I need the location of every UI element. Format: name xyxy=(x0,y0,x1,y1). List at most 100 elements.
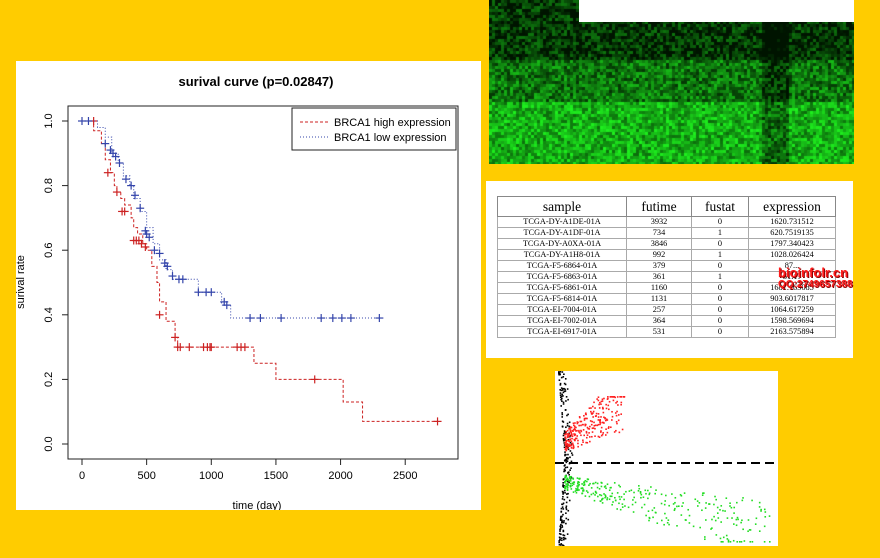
volcano-point xyxy=(563,468,566,471)
volcano-point xyxy=(599,494,601,496)
survival-curve-panel: surival curve (p=0.02847) 0 500 1000 1500 20… xyxy=(15,61,481,512)
cell-expression: 1028.026424 xyxy=(748,249,836,261)
volcano-point xyxy=(565,449,568,452)
volcano-point xyxy=(714,519,717,522)
volcano-point xyxy=(576,477,579,479)
censor-mark xyxy=(141,242,150,251)
volcano-point xyxy=(764,516,767,518)
volcano-point xyxy=(564,537,567,540)
volcano-point xyxy=(562,486,565,488)
volcano-point xyxy=(587,427,590,430)
cell-futime: 3932 xyxy=(626,216,692,228)
volcano-point xyxy=(560,507,563,510)
volcano-point xyxy=(592,427,595,429)
cell-sample: TCGA-EI-7002-01A xyxy=(497,315,627,327)
volcano-point xyxy=(565,446,567,449)
censor-mark xyxy=(115,158,124,167)
volcano-point xyxy=(603,397,605,400)
volcano-point xyxy=(590,487,593,489)
volcano-point xyxy=(589,440,591,443)
cell-fustat: 1 xyxy=(691,227,749,239)
censor-mark xyxy=(246,314,255,323)
cell-sample: TCGA-DY-A0XA-01A xyxy=(497,238,627,250)
table-row: TCGA-DY-A1H8-01A 992 1 1028.026424 xyxy=(497,249,836,261)
volcano-point xyxy=(747,530,749,533)
volcano-point xyxy=(602,497,604,500)
volcano-point xyxy=(594,427,596,430)
volcano-point xyxy=(608,408,610,411)
volcano-point xyxy=(565,522,567,525)
volcano-point xyxy=(565,430,567,433)
volcano-point xyxy=(567,472,569,474)
volcano-point xyxy=(601,406,604,409)
volcano-point xyxy=(582,484,585,487)
table-row: TCGA-EI-7002-01A 364 0 1598.569694 xyxy=(497,315,836,327)
volcano-point xyxy=(726,538,729,540)
volcano-point xyxy=(604,496,606,499)
volcano-point xyxy=(603,416,605,419)
volcano-point xyxy=(760,510,762,512)
censor-mark xyxy=(222,301,231,310)
volcano-point xyxy=(606,483,609,486)
cell-futime: 734 xyxy=(626,227,692,239)
volcano-point xyxy=(568,481,570,484)
x-tick-label: 1500 xyxy=(264,470,288,482)
volcano-point xyxy=(696,505,699,507)
volcano-point xyxy=(586,417,588,420)
volcano-point xyxy=(563,489,566,492)
volcano-point xyxy=(648,519,650,522)
series-line-high xyxy=(82,120,438,422)
volcano-point xyxy=(559,518,562,520)
volcano-point xyxy=(578,489,580,491)
volcano-point xyxy=(583,483,586,486)
volcano-point xyxy=(643,503,646,506)
volcano-point xyxy=(588,432,590,434)
volcano-point xyxy=(597,396,600,399)
volcano-point xyxy=(720,521,722,523)
volcano-point xyxy=(588,407,591,409)
volcano-point xyxy=(565,441,567,444)
volcano-point xyxy=(615,414,618,417)
volcano-point xyxy=(588,436,591,438)
volcano-point xyxy=(564,433,567,435)
censor-mark xyxy=(155,310,164,319)
volcano-point xyxy=(576,485,578,487)
volcano-point xyxy=(559,382,562,385)
volcano-point xyxy=(638,487,641,490)
volcano-point xyxy=(763,541,766,543)
volcano-point xyxy=(571,435,574,438)
y-tick-label: 0.2 xyxy=(43,372,55,387)
volcano-point xyxy=(567,484,569,486)
volcano-point xyxy=(724,510,726,512)
volcano-point xyxy=(604,417,606,420)
volcano-point xyxy=(681,505,683,508)
volcano-point xyxy=(599,401,601,404)
volcano-point xyxy=(565,395,568,398)
volcano-point xyxy=(763,508,766,511)
volcano-point xyxy=(633,496,635,499)
table-row: TCGA-DY-A1DF-01A 734 1 620.7519135 xyxy=(497,227,836,239)
volcano-point xyxy=(566,466,569,469)
cell-futime: 364 xyxy=(626,315,692,327)
volcano-point xyxy=(608,489,611,492)
volcano-point xyxy=(563,478,565,480)
cell-sample: TCGA-F5-6861-01A xyxy=(497,282,627,294)
volcano-point xyxy=(585,417,587,420)
volcano-point xyxy=(560,389,563,392)
volcano-point xyxy=(577,439,579,442)
cell-fustat: 0 xyxy=(691,238,749,250)
cell-sample: TCGA-EI-6917-01A xyxy=(497,326,627,338)
volcano-point xyxy=(566,496,569,499)
volcano-point xyxy=(577,480,579,483)
volcano-point xyxy=(608,498,611,501)
volcano-point xyxy=(592,412,594,414)
volcano-point xyxy=(664,500,667,502)
volcano-point xyxy=(619,485,621,488)
volcano-point xyxy=(602,421,605,424)
volcano-point xyxy=(748,529,751,531)
volcano-point xyxy=(562,481,564,484)
volcano-point xyxy=(560,395,563,398)
volcano-point xyxy=(641,506,643,509)
volcano-point xyxy=(568,473,571,476)
cell-futime: 379 xyxy=(626,260,692,272)
